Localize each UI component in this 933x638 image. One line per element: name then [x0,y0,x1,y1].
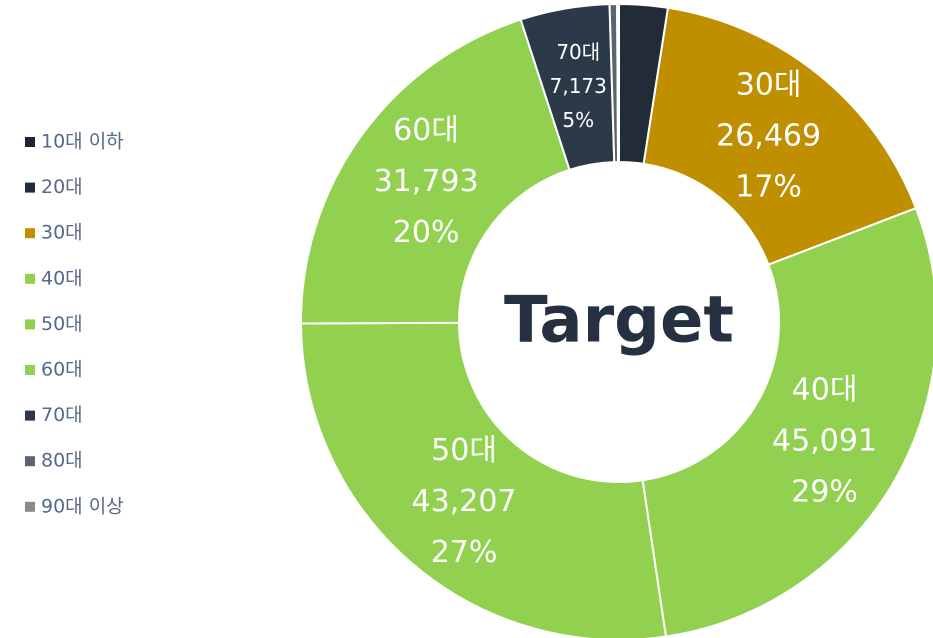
slice [642,6,918,267]
legend-marker [25,365,35,375]
slice-label: 5% [562,108,594,132]
legend-marker [25,228,35,239]
legend-text: 60대 [41,359,83,381]
legend: 10대 이하 20대 30대 40대 50대 60대 70대 80대 90대 이상 [25,131,124,517]
slice-label: 31,793 [374,164,479,199]
legend-text: 50대 [41,313,83,335]
slice-label: 50대 [431,433,497,468]
legend-text: 10대 이하 [41,131,124,153]
slices [299,2,933,638]
slice-label: 7,173 [550,74,607,98]
slice-label: 40대 [792,372,858,407]
slice-label: 45,091 [772,423,877,458]
slice-label: 30대 [736,67,802,102]
slice-label: 29% [791,474,858,509]
legend-marker [25,501,35,512]
legend-text: 70대 [41,404,83,426]
legend-text: 20대 [41,176,83,198]
slice-label: 20% [393,215,460,250]
legend-marker [25,456,35,467]
center-label: Target [504,284,734,358]
legend-marker [25,273,35,284]
legend-text: 90대 이상 [41,495,124,517]
legend-text: 40대 [41,267,83,289]
legend-marker [25,319,35,330]
legend-text: 80대 [41,450,83,472]
slice-label: 43,207 [412,484,517,519]
slice [616,2,620,164]
legend-text: 30대 [41,222,83,244]
slice [299,321,668,638]
legend-marker [25,137,35,147]
legend-marker [25,410,35,421]
slice-label: 17% [735,169,802,204]
slice-label: 27% [431,535,498,570]
slice [641,206,933,638]
legend-marker [25,182,35,193]
slice-label: 26,469 [716,118,821,153]
slice [300,18,571,325]
labels: 30대 26,469 17% 40대 45,091 29% 50대 43,207 27% 60대 3… [374,40,877,570]
slice-label: 70대 [556,40,600,64]
slice-label: 60대 [393,113,459,148]
